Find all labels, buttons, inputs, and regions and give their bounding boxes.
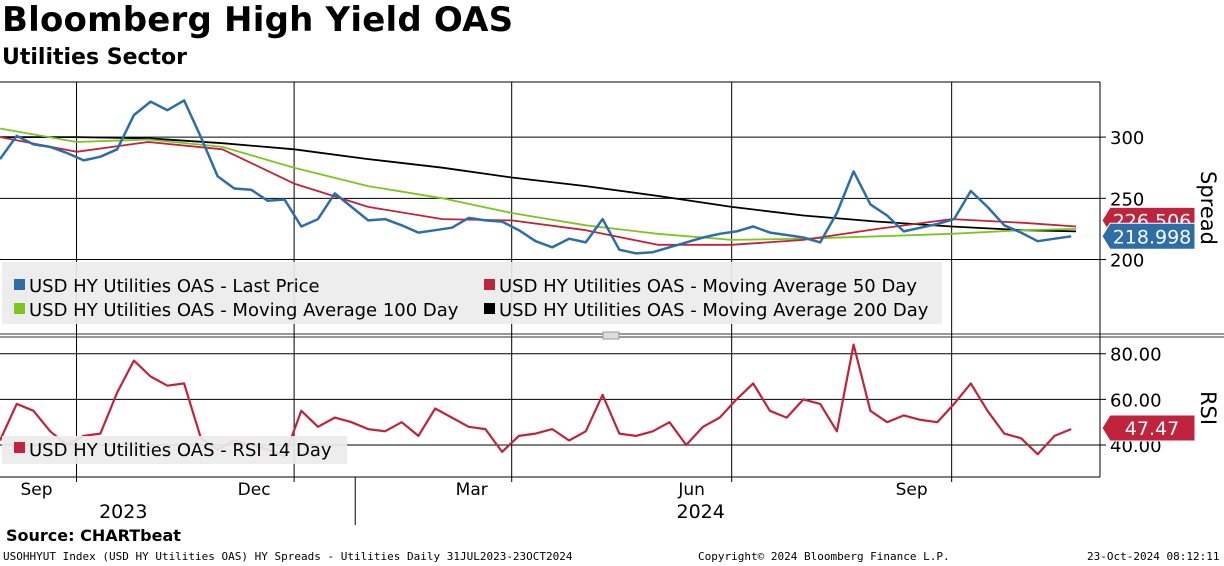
last-price-value-tag-label: 218.998 [1113, 226, 1192, 248]
spread-legend [2, 262, 942, 324]
y-tick-label: 300 [1110, 128, 1144, 149]
rsi-tick-label: 60.00 [1110, 390, 1162, 411]
legend-swatch [484, 279, 495, 290]
x-tick-label: Dec [238, 480, 271, 500]
chart-title: Bloomberg High Yield OAS [2, 0, 514, 40]
source-label: Source: CHARTbeat [6, 526, 181, 545]
x-year-label: 2023 [99, 501, 147, 523]
legend-swatch [14, 303, 25, 314]
y-tick-label: 250 [1110, 189, 1144, 210]
legend-label: USD HY Utilities OAS - Moving Average 10… [29, 300, 459, 321]
legend-swatch [484, 303, 495, 314]
legend-label: USD HY Utilities OAS - Moving Average 20… [499, 300, 929, 321]
y-axis-title: Spread [1196, 171, 1220, 245]
x-year-label: 2024 [677, 501, 725, 523]
panel-resize-handle [602, 331, 620, 340]
last-price-value-tag-box [1101, 222, 1196, 250]
rsi-value-tag-box [1101, 414, 1196, 442]
rsi-legend-label: USD HY Utilities OAS - RSI 14 Day [29, 440, 332, 461]
rsi-legend [2, 436, 347, 464]
x-tick-label: Jun [677, 480, 705, 500]
legend-label: USD HY Utilities OAS - Moving Average 50… [499, 276, 917, 297]
y-tick-label: 200 [1110, 251, 1144, 272]
legend-swatch [14, 279, 25, 290]
chart-subtitle: Utilities Sector [2, 45, 188, 70]
rsi-tick-label: 80.00 [1110, 345, 1162, 366]
footer-index-info: USOHHYUT Index (USD HY Utilities OAS) HY… [3, 550, 573, 563]
x-tick-label: Sep [896, 480, 928, 500]
legend-label: USD HY Utilities OAS - Last Price [29, 276, 320, 297]
footer-timestamp: 23-Oct-2024 08:12:11 [1087, 550, 1220, 563]
x-tick-label: Sep [20, 480, 52, 500]
ma50-line [0, 136, 1077, 246]
rsi-value-tag-label: 47.47 [1125, 418, 1179, 440]
last-price-line [0, 99, 1072, 255]
rsi-axis-title: RSI [1196, 391, 1220, 425]
rsi-legend-swatch [14, 442, 25, 453]
x-tick-label: Mar [456, 480, 488, 500]
footer-copyright: Copyright© 2024 Bloomberg Finance L.P. [698, 550, 950, 563]
ma100-line [0, 127, 1077, 241]
